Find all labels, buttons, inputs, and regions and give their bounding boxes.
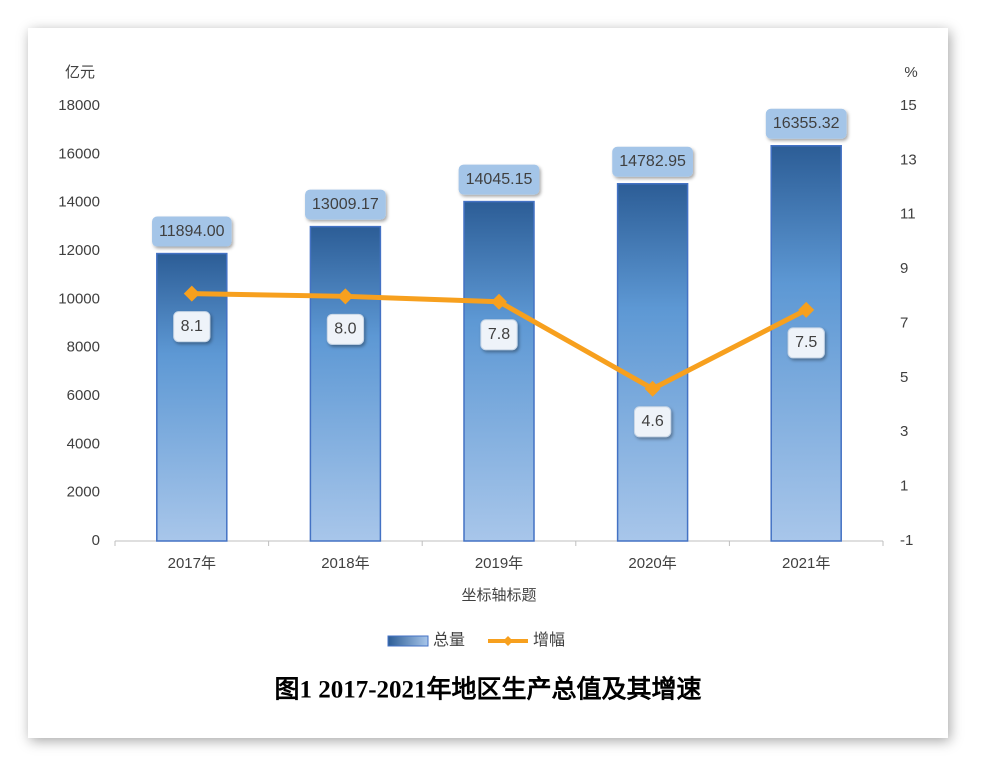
data-label-text: 11894.00 (159, 223, 225, 240)
bar (309, 225, 382, 542)
data-label-text: 14045.15 (466, 171, 533, 188)
y-tick-label: 14000 (58, 194, 100, 211)
data-label-box (765, 108, 847, 139)
y2-tick-label: 11 (900, 206, 916, 223)
data-label-box (612, 146, 693, 177)
x-tick-label: 2018年 (321, 555, 369, 572)
y2-unit: % (904, 64, 917, 81)
y-tick-label: 0 (92, 532, 100, 549)
y-tick-label: 12000 (58, 242, 100, 259)
y-tick-label: 2000 (67, 484, 100, 501)
data-label-box (173, 311, 211, 343)
data-label: 14782.95 (612, 146, 693, 177)
y2-tick-label: 3 (900, 423, 908, 440)
y-tick-label: 18000 (58, 97, 100, 114)
legend-marker (503, 636, 513, 646)
x-tick-label: 2021年 (782, 555, 830, 572)
data-label: 13009.17 (305, 189, 386, 220)
data-label-box (480, 319, 518, 351)
data-label-box (458, 164, 540, 195)
y-tick-label: 4000 (67, 435, 100, 452)
chart-title: 图1 2017-2021年地区生产总值及其增速 (274, 675, 701, 704)
data-label: 8.0 (326, 313, 365, 345)
y2-tick-label: 5 (900, 369, 908, 386)
legend-swatch (387, 635, 429, 647)
y-unit: 亿元 (65, 64, 95, 81)
legend-label: 增幅 (533, 631, 565, 649)
data-label-box (326, 313, 365, 345)
data-label: 16355.32 (765, 108, 847, 139)
line-marker (798, 301, 815, 318)
data-label-box (152, 216, 232, 247)
line-marker (491, 293, 507, 310)
data-label-text: 8.0 (334, 321, 356, 338)
line-marker (337, 288, 354, 305)
data-label: 7.5 (787, 327, 825, 359)
data-label-text: 4.6 (641, 413, 663, 430)
data-label: 7.8 (480, 319, 518, 351)
x-tick-label: 2017年 (168, 555, 216, 572)
data-label-text: 14782.95 (619, 153, 686, 170)
x-tick-label: 2020年 (628, 555, 676, 572)
data-label: 14045.15 (458, 164, 540, 195)
data-label-box (787, 327, 825, 359)
data-label-text: 13009.17 (312, 196, 379, 213)
legend-label: 总量 (433, 631, 465, 649)
y-tick-label: 16000 (58, 145, 100, 162)
y-tick-label: 10000 (58, 290, 100, 307)
line-marker (644, 380, 661, 397)
y2-tick-label: 7 (900, 314, 908, 331)
y-tick-label: 8000 (67, 339, 100, 356)
x-axis-title: 坐标轴标题 (461, 587, 536, 604)
data-label: 8.1 (173, 311, 211, 343)
bar (616, 182, 689, 542)
data-label: 4.6 (633, 406, 672, 438)
data-label-box (305, 189, 386, 220)
y2-tick-label: 1 (900, 478, 908, 495)
bar (463, 200, 535, 542)
data-label-text: 16355.32 (773, 115, 840, 132)
data-label-box (633, 406, 672, 438)
line-marker (183, 285, 200, 302)
y-tick-label: 6000 (67, 387, 100, 404)
y2-tick-label: 15 (900, 97, 917, 114)
y2-tick-label: -1 (900, 532, 913, 549)
data-label-text: 7.5 (795, 334, 817, 351)
y2-tick-label: 9 (900, 260, 908, 277)
x-tick-label: 2019年 (475, 555, 523, 572)
data-label-text: 7.8 (488, 326, 510, 343)
data-label-text: 8.1 (181, 318, 203, 335)
y2-tick-label: 13 (900, 151, 917, 168)
data-label: 11894.00 (152, 216, 232, 247)
